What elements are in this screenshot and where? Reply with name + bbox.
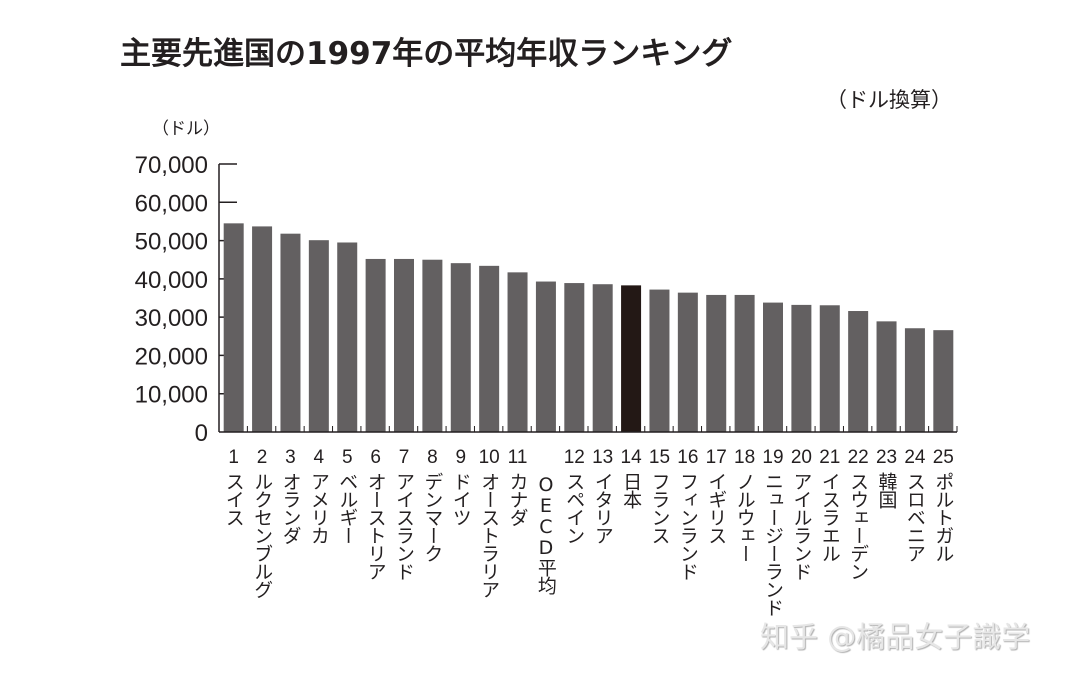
x-category-label: スウェーデン [847,472,870,580]
bar-5 [337,242,358,432]
x-category-label: アイルランド [790,472,813,580]
x-category-label: イタリア [591,472,614,544]
x-rank-label: 25 [933,447,954,468]
x-category-label: ニュージーランド [762,472,784,616]
watermark: 知乎 @橘品女子識学 [760,620,1031,654]
x-rank-label: 23 [876,447,897,468]
x-rank-label: 4 [314,447,325,468]
x-rank-label: 18 [734,447,755,468]
x-category-label: カナダ [506,472,529,526]
x-rank-label: 22 [848,447,869,468]
bar-7 [394,258,414,432]
bar-18 [734,294,755,432]
x-category-label: スイス [222,472,245,526]
bar-15 [649,289,670,432]
bar-4 [308,240,329,432]
y-tick-label: 10,000 [135,382,208,409]
chart-title: 主要先進国の1997年の平均年収ランキング [120,36,733,72]
bar-22 [848,311,869,432]
y-tick-label: 40,000 [135,267,208,294]
x-category-label: イスラエル [818,472,841,562]
x-rank-label: 6 [370,447,381,468]
bar-13 [592,284,613,432]
x-category-label: ポルトガル [932,472,955,562]
x-category-label: フランス [648,472,671,544]
bar-oecd [535,281,556,432]
x-rank-label: 19 [762,447,783,468]
x-rank-label: 7 [399,447,410,468]
y-tick-label: 30,000 [135,305,208,332]
x-rank-label: 13 [592,447,613,468]
bar-20 [791,304,812,432]
x-rank-label: 1 [228,447,239,468]
x-category-label: OECD平均 [534,474,557,594]
x-category-label: オーストリア [364,472,387,580]
y-axis-unit-label: （ドル） [152,119,220,139]
x-category-label: 韓国 [875,472,898,508]
bar-21 [819,305,840,432]
x-rank-label: 9 [455,447,466,468]
x-category-label: 日本 [620,472,643,508]
bar-8 [422,259,443,432]
x-rank-label: 11 [508,447,528,468]
bar-17 [706,294,727,432]
bar-2 [252,226,273,432]
x-rank-label: 24 [904,447,926,468]
y-tick-label: 0 [195,420,208,447]
x-category-label: アメリカ [307,472,330,544]
x-category-label: アイスランド [393,472,415,580]
x-category-label: フィンランド [676,472,699,580]
bar-9 [450,263,471,432]
x-rank-label: 20 [791,447,812,468]
x-rank-label: 17 [706,447,727,468]
bar-10 [479,265,500,432]
y-axis: 0 10,000 20,000 30,000 40,000 50,000 60,000 70,… [135,152,237,447]
x-category-label: オランダ [279,472,302,544]
x-rank-label: 21 [819,447,840,468]
x-category-label: イギリス [705,472,728,544]
x-rank-label: 2 [257,447,268,468]
bar-19 [763,302,783,432]
x-category-label: スロベニア [903,472,926,562]
bar-6 [365,258,386,432]
x-category-label: スペイン [563,472,586,544]
bar-23 [876,321,897,432]
x-axis: 1 2 3 4 5 6 7 8 9 10 11 12 13 14 15 16 17 18 19 20 21 22 23 24 2… [219,426,958,468]
bar-12 [564,283,585,432]
bar-14 [621,285,642,432]
bar-3 [280,233,301,432]
bar-1 [223,223,244,432]
x-rank-label: 5 [342,447,353,468]
x-rank-label: 3 [285,447,296,468]
y-tick-label: 50,000 [135,229,208,256]
bars [223,223,954,432]
bar-11 [507,272,528,432]
bar-24 [904,328,925,432]
y-tick-label: 70,000 [135,152,208,179]
bar-25 [933,330,954,432]
currency-note: （ドル換算） [826,88,952,112]
x-rank-label: 12 [564,447,585,468]
x-rank-label: 10 [479,447,500,468]
x-category-label: オーストラリア [478,472,501,598]
y-tick-label: 60,000 [135,190,208,217]
x-category-label: ドイツ [449,472,472,526]
x-category-label: ルクセンブルグ [251,472,274,598]
x-rank-label: 8 [427,447,438,468]
x-category-label: デンマーク [421,472,444,562]
x-category-label: ベルギー [336,472,359,544]
bar-16 [677,292,698,432]
x-category-label: ノルウェー [733,472,756,562]
x-rank-label: 16 [677,447,698,468]
x-rank-label: 15 [649,447,670,468]
x-rank-label: 14 [621,447,643,468]
y-tick-label: 20,000 [135,343,208,370]
